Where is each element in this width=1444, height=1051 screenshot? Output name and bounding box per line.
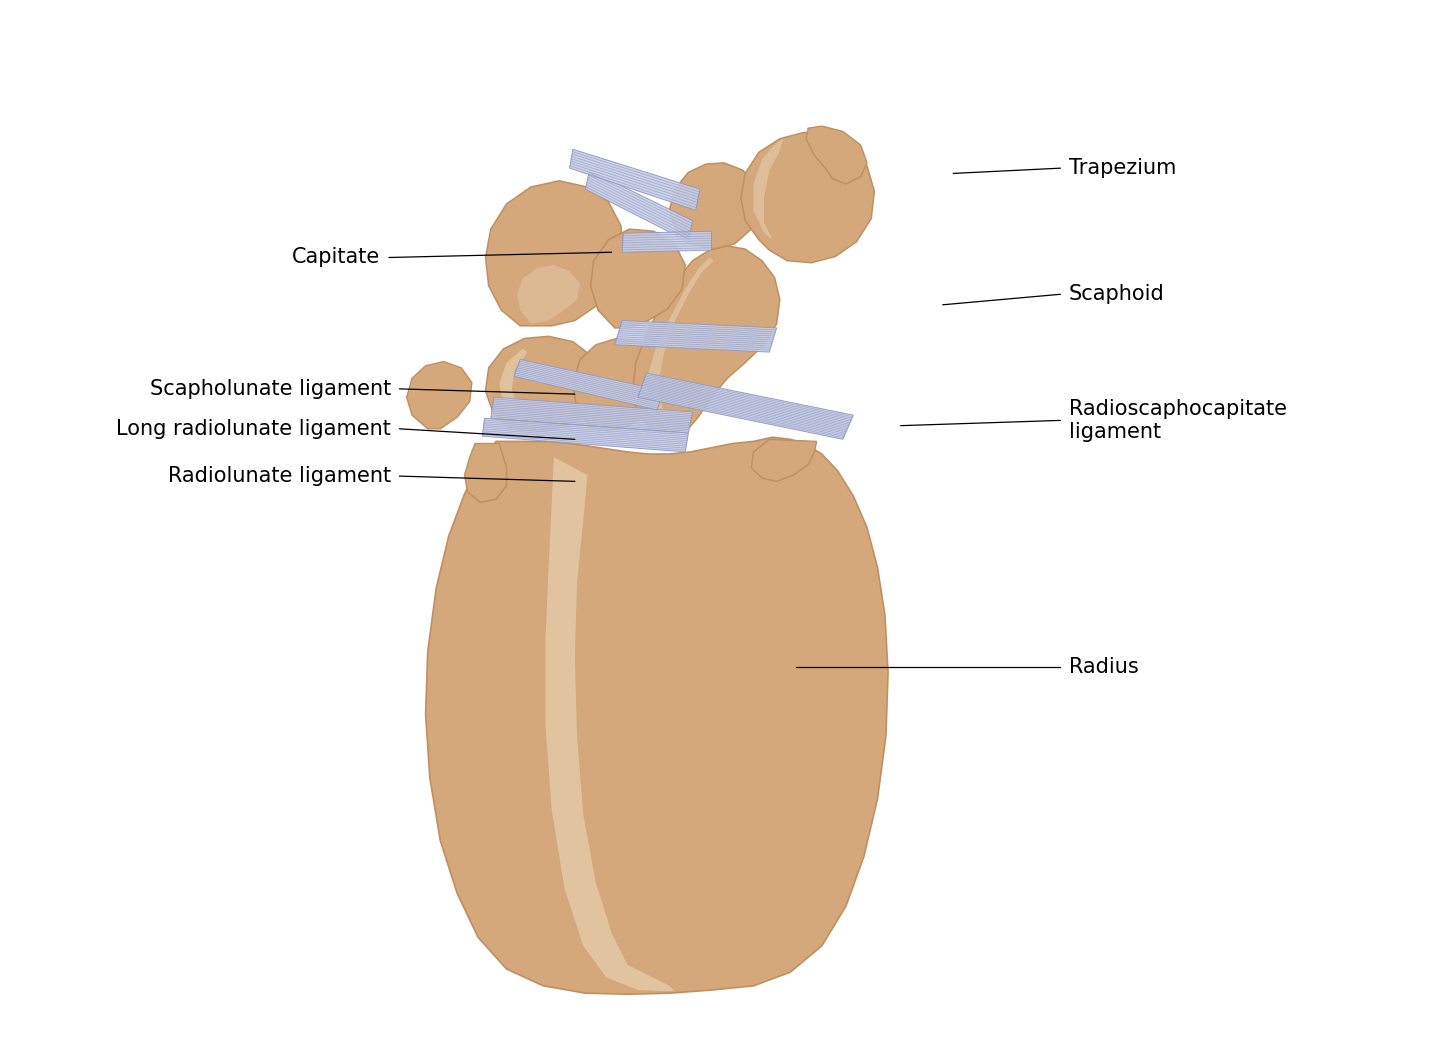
- Text: Trapezium: Trapezium: [1069, 158, 1177, 179]
- Polygon shape: [485, 181, 622, 326]
- Polygon shape: [546, 457, 674, 991]
- Text: Radius: Radius: [1069, 657, 1138, 678]
- Polygon shape: [517, 265, 580, 324]
- Polygon shape: [485, 336, 599, 431]
- Polygon shape: [632, 246, 780, 433]
- Polygon shape: [569, 149, 700, 210]
- Polygon shape: [573, 338, 664, 431]
- Text: Radiolunate ligament: Radiolunate ligament: [168, 466, 391, 487]
- Polygon shape: [754, 139, 783, 240]
- Polygon shape: [751, 439, 817, 481]
- Polygon shape: [806, 126, 866, 184]
- Polygon shape: [741, 132, 875, 263]
- Polygon shape: [465, 444, 507, 502]
- Polygon shape: [670, 163, 758, 249]
- Polygon shape: [407, 362, 472, 429]
- Text: Scapholunate ligament: Scapholunate ligament: [150, 378, 391, 399]
- Polygon shape: [514, 359, 664, 410]
- Text: Scaphoid: Scaphoid: [1069, 284, 1164, 305]
- Polygon shape: [585, 170, 693, 242]
- Text: Long radiolunate ligament: Long radiolunate ligament: [116, 418, 391, 439]
- Polygon shape: [638, 373, 853, 439]
- Polygon shape: [482, 418, 689, 452]
- Polygon shape: [615, 321, 777, 352]
- Polygon shape: [491, 397, 693, 433]
- Polygon shape: [500, 349, 531, 423]
- Polygon shape: [648, 257, 713, 425]
- Polygon shape: [591, 229, 686, 328]
- Text: Capitate: Capitate: [292, 247, 380, 268]
- Polygon shape: [622, 231, 712, 252]
- Polygon shape: [426, 437, 888, 994]
- Text: Radioscaphocapitate
ligament: Radioscaphocapitate ligament: [1069, 398, 1287, 442]
